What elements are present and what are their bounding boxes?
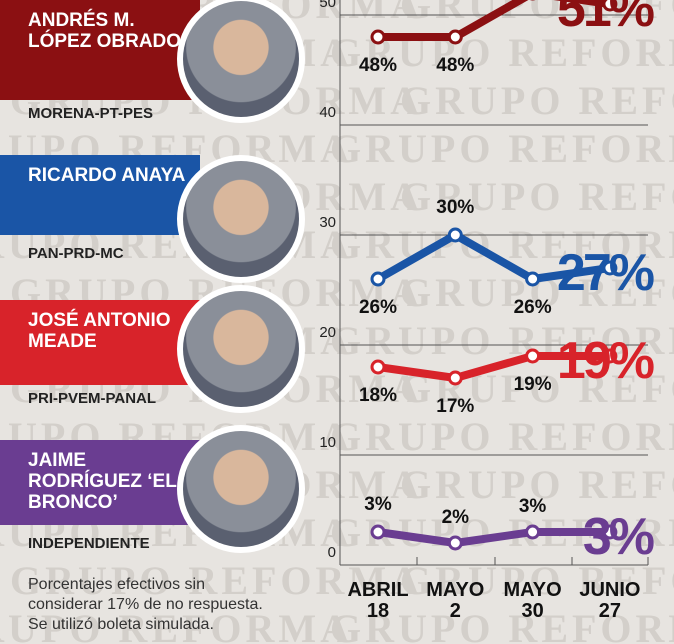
candidate-party: INDEPENDIENTE [28, 535, 150, 552]
watermark: GRUPO REFORMA [330, 126, 674, 171]
data-point [449, 229, 461, 241]
page: GRUPO REFORMAGRUPO REFORMAGRUPO REFORMAG… [0, 0, 674, 644]
y-tick-label: 20 [319, 324, 336, 341]
value-label: 18% [359, 385, 397, 406]
value-label: 26% [514, 297, 552, 318]
note-line: Porcentajes efectivos sin [28, 575, 263, 595]
value-label: 26% [359, 297, 397, 318]
data-point [449, 31, 461, 43]
data-point [372, 31, 384, 43]
candidate-photo [177, 425, 305, 553]
watermark: GRUPO REFORMA [400, 78, 674, 123]
candidate-photo [177, 285, 305, 413]
value-label: 3% [364, 494, 392, 515]
photo-face [183, 161, 299, 277]
value-label-big: 19% [557, 332, 654, 390]
candidate-party: MORENA-PT-PES [28, 105, 153, 122]
x-tick-label: ABRIL 18 [343, 580, 413, 622]
candidate-party: PRI-PVEM-PANAL [28, 390, 156, 407]
x-tick-label: MAYO 2 [420, 580, 490, 622]
data-point [527, 350, 539, 362]
data-point [372, 526, 384, 538]
photo-face [183, 291, 299, 407]
data-point [527, 273, 539, 285]
photo-face [183, 1, 299, 117]
data-point [372, 361, 384, 373]
x-tick-label: JUNIO 27 [575, 580, 645, 622]
value-label: 19% [514, 374, 552, 395]
data-point [449, 537, 461, 549]
value-label: 30% [436, 197, 474, 218]
photo-face [183, 431, 299, 547]
value-label-big: 51% [557, 0, 654, 38]
value-label: 17% [436, 396, 474, 417]
watermark: GRUPO REFORMA [330, 414, 674, 459]
note-line: considerar 17% de no respuesta. [28, 595, 263, 615]
value-label: 3% [519, 496, 547, 517]
y-tick-label: 30 [319, 214, 336, 231]
data-point [527, 526, 539, 538]
y-tick-label: 40 [319, 104, 336, 121]
value-label-big: 3% [583, 508, 654, 566]
y-tick-label: 0 [328, 544, 336, 561]
data-point [372, 273, 384, 285]
value-label: 48% [436, 55, 474, 76]
candidate-name: JAIME RODRÍGUEZ ‘EL BRONCO’ [0, 440, 200, 525]
value-label-big: 27% [557, 244, 654, 302]
value-label: 48% [359, 55, 397, 76]
x-tick-label: MAYO 30 [498, 580, 568, 622]
value-label: 2% [442, 507, 470, 528]
candidate-photo [177, 0, 305, 123]
note-line: Se utilizó boleta simulada. [28, 615, 263, 635]
candidate-party: PAN-PRD-MC [28, 245, 124, 262]
y-tick-label: 10 [319, 434, 336, 451]
y-tick-label: 50 [319, 0, 336, 11]
candidate-name: JOSÉ ANTONIO MEADE [0, 300, 200, 385]
candidate-photo [177, 155, 305, 283]
candidate-name: RICARDO ANAYA [0, 155, 200, 235]
data-point [449, 372, 461, 384]
candidate-name: ANDRÉS M. LÓPEZ OBRADOR [0, 0, 200, 100]
